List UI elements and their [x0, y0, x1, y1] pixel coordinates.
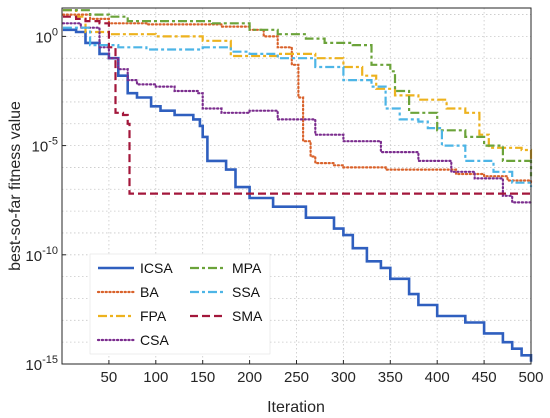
series-line-ssa	[62, 26, 533, 188]
legend-label-mpa: MPA	[232, 260, 262, 276]
x-tick-label: 200	[237, 369, 262, 386]
series-line-mpa	[62, 9, 533, 177]
y-axis-title: best-so-far fitness value	[7, 101, 24, 271]
x-tick-label: 100	[143, 369, 168, 386]
x-tick-label: 350	[378, 369, 403, 386]
series-line-sma	[62, 15, 531, 195]
legend-label-sma: SMA	[232, 308, 263, 324]
x-tick-label: 150	[190, 369, 215, 386]
legend-entries: ICSA BA FPA CSA MPA SSA SMA	[96, 260, 263, 348]
legend-label-icsa: ICSA	[140, 260, 173, 276]
legend: ICSA BA FPA CSA MPA SSA SMA	[89, 253, 271, 355]
legend-label-ba: BA	[140, 284, 159, 300]
x-tick-label: 400	[425, 369, 450, 386]
series-line-ba	[61, 13, 533, 186]
legend-label-csa: CSA	[140, 332, 169, 348]
series-line-fpa	[62, 9, 533, 164]
y-axis-ticks: 100 10-5 10-10 10-15	[25, 26, 66, 374]
legend-label-fpa: FPA	[140, 308, 167, 324]
x-tick-label: 250	[284, 369, 309, 386]
legend-label-ssa: SSA	[232, 284, 261, 300]
legend-box	[89, 253, 271, 355]
y-tick-label: 10-5	[32, 136, 58, 156]
x-axis-ticks: 50 100 150 200 250 300 350 400 450 500	[101, 360, 544, 386]
series-line-csa	[61, 22, 533, 206]
y-tick-label: 100	[35, 26, 58, 46]
x-axis-title: Iteration	[267, 399, 325, 416]
y-tick-label: 10-10	[25, 245, 58, 265]
x-tick-label: 500	[518, 369, 543, 386]
x-tick-label: 300	[331, 369, 356, 386]
y-tick-label: 10-15	[25, 354, 58, 374]
x-tick-label: 450	[472, 369, 497, 386]
x-tick-label: 50	[101, 369, 118, 386]
series-layer	[61, 9, 533, 362]
series-line-icsa	[62, 28, 533, 362]
